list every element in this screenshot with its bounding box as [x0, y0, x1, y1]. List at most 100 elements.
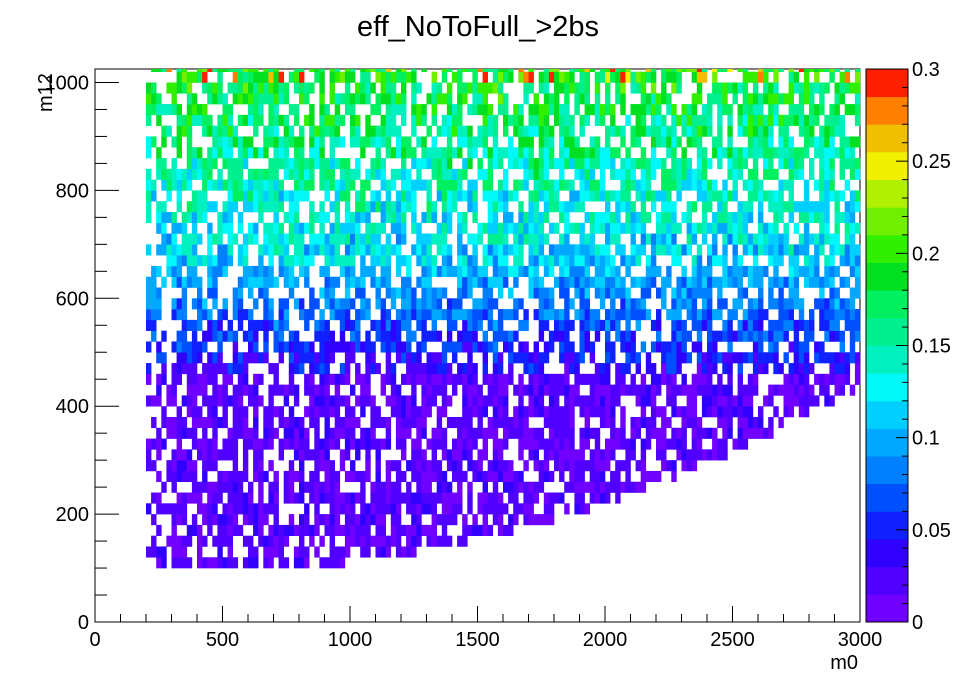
heatmap-cell [773, 104, 779, 116]
heatmap-cell [314, 514, 320, 526]
heatmap-cell [584, 179, 590, 191]
heatmap-cell [288, 492, 295, 504]
heatmap-cell [707, 158, 713, 170]
heatmap-cell [293, 244, 300, 256]
heatmap-cell [482, 82, 488, 94]
heatmap-cell [467, 179, 473, 191]
heatmap-cell [365, 233, 371, 245]
heatmap-cell [156, 449, 162, 461]
heatmap-cell [717, 104, 723, 116]
heatmap-cell [166, 104, 172, 116]
heatmap-cell [691, 406, 698, 418]
heatmap-cell [589, 158, 596, 170]
heatmap-cell [701, 158, 708, 170]
heatmap-cell [278, 449, 284, 461]
heatmap-cell [661, 125, 667, 137]
heatmap-cell [146, 319, 152, 331]
heatmap-cell [227, 82, 233, 94]
heatmap-cell [186, 147, 193, 159]
heatmap-cell [350, 255, 356, 267]
heatmap-cell [645, 470, 652, 483]
heatmap-cell [671, 211, 677, 224]
heatmap-cell [691, 265, 698, 278]
heatmap-cell [656, 265, 662, 278]
heatmap-cell [370, 104, 376, 116]
heatmap-cell [227, 395, 233, 407]
heatmap-cell [650, 427, 657, 439]
heatmap-cell [605, 319, 611, 331]
heatmap-cell [543, 298, 550, 310]
heatmap-cell [421, 460, 427, 472]
heatmap-cell [574, 373, 580, 385]
heatmap-cell [278, 222, 284, 234]
heatmap-cell [380, 276, 386, 288]
heatmap-cell [278, 557, 284, 569]
heatmap-cell [559, 416, 565, 429]
heatmap-cell [778, 179, 784, 191]
heatmap-cell [548, 190, 555, 202]
heatmap-cell [543, 384, 550, 396]
heatmap-cell [411, 82, 417, 94]
heatmap-cell [722, 427, 728, 439]
heatmap-cell [339, 492, 346, 504]
heatmap-cell [324, 492, 330, 504]
heatmap-cell [375, 71, 381, 83]
heatmap-cell [263, 535, 269, 547]
heatmap-cell [610, 481, 616, 493]
heatmap-cell [283, 233, 290, 245]
heatmap-cell [309, 524, 315, 536]
heatmap-cell [538, 255, 545, 267]
heatmap-cell [798, 147, 805, 159]
heatmap-cell [487, 492, 494, 504]
heatmap-cell [625, 255, 631, 267]
heatmap-cell [681, 298, 687, 310]
heatmap-cell [849, 147, 856, 159]
heatmap-cell [426, 244, 432, 256]
heatmap-cell [253, 201, 259, 213]
heatmap-cell [625, 114, 631, 126]
heatmap-cell [839, 309, 845, 321]
heatmap-cell [543, 211, 550, 224]
heatmap-cell [854, 265, 861, 278]
heatmap-cell [584, 503, 590, 515]
heatmap-cell [421, 330, 427, 342]
heatmap-cell [227, 69, 233, 72]
heatmap-cell [329, 341, 335, 353]
heatmap-cell [671, 460, 677, 472]
heatmap-cell [304, 82, 310, 94]
heatmap-cell [186, 395, 193, 407]
heatmap-cell [258, 276, 264, 288]
heatmap-cell [401, 69, 407, 72]
heatmap-cell [401, 233, 407, 245]
heatmap-cell [717, 82, 723, 94]
heatmap-cell [253, 276, 259, 288]
heatmap-cell [686, 168, 692, 180]
heatmap-cell [727, 82, 733, 94]
heatmap-cell [497, 503, 504, 515]
heatmap-cell [788, 114, 794, 126]
heatmap-cell [452, 492, 458, 504]
heatmap-cell [293, 136, 300, 148]
heatmap-cell [518, 341, 524, 353]
heatmap-cell [253, 395, 259, 407]
heatmap-cell [248, 319, 254, 331]
heatmap-cell [533, 384, 539, 396]
heatmap-cell [676, 168, 682, 180]
heatmap-cell [707, 352, 713, 364]
heatmap-cell [395, 211, 402, 224]
heatmap-cell [421, 136, 427, 148]
heatmap-cell [431, 352, 437, 364]
heatmap-cell [360, 406, 366, 418]
heatmap-cell [589, 190, 596, 202]
heatmap-cell [615, 470, 621, 483]
heatmap-cell [176, 470, 182, 483]
heatmap-cell [324, 233, 330, 245]
heatmap-cell [548, 244, 555, 256]
heatmap-cell [676, 69, 682, 72]
heatmap-cell [232, 524, 239, 536]
heatmap-cell [824, 147, 830, 159]
heatmap-cell [222, 211, 228, 224]
heatmap-cell [176, 341, 182, 353]
heatmap-cell [834, 104, 840, 116]
heatmap-cell [829, 244, 835, 256]
